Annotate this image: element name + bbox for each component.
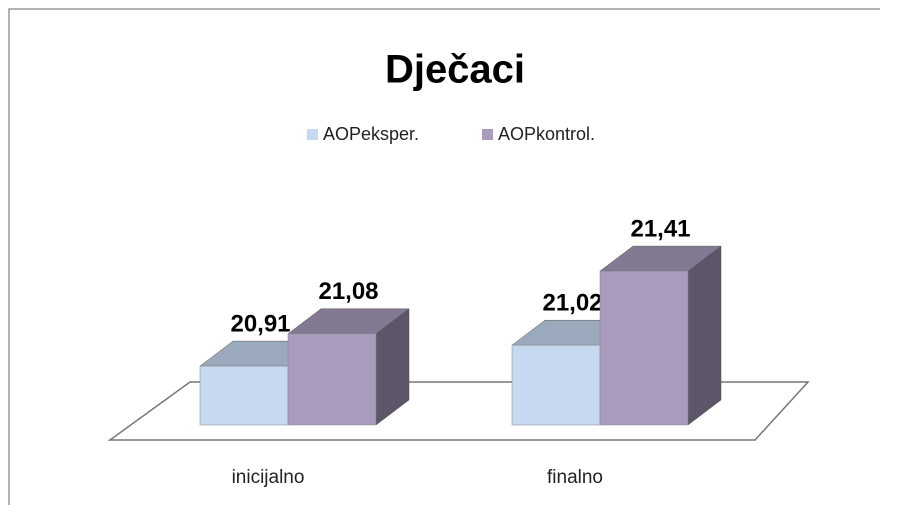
bar: [199, 365, 289, 426]
legend-label: AOPeksper.: [323, 124, 419, 144]
bar: [599, 270, 689, 426]
bar-side: [687, 245, 722, 426]
data-label: 21,08: [318, 278, 378, 305]
data-label: 21,41: [630, 215, 690, 242]
data-label: 21,02: [542, 290, 602, 317]
frame: [8, 8, 880, 505]
legend-swatch: [482, 129, 493, 140]
bar: [511, 344, 601, 426]
chart-title: Dječaci: [385, 48, 525, 92]
data-label: 20,91: [230, 310, 290, 337]
bar: [287, 333, 377, 426]
x-tick-label: finalno: [547, 467, 603, 488]
legend-swatch: [307, 129, 318, 140]
x-tick-label: inicijalno: [232, 467, 305, 488]
legend-label: AOPkontrol.: [498, 124, 595, 144]
